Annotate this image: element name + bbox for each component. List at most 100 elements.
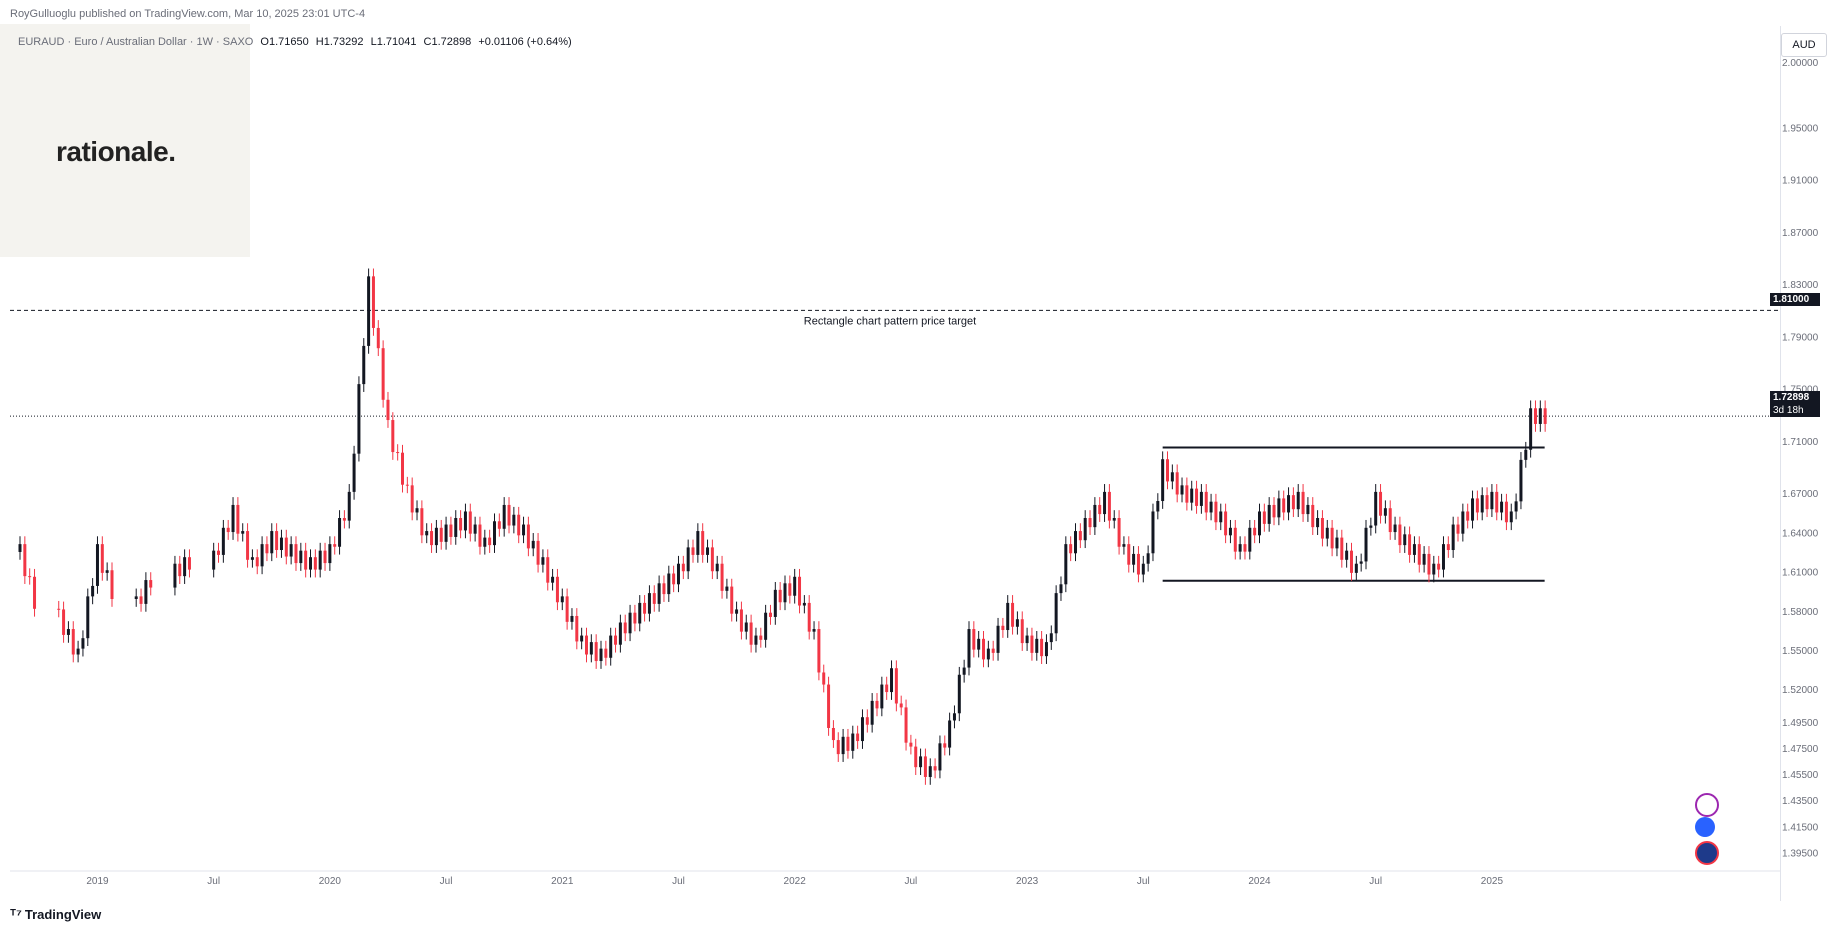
candle-body	[522, 524, 526, 536]
candle-body	[1025, 635, 1029, 644]
candle-body	[1238, 544, 1242, 552]
y-tick-label: 1.49500	[1782, 718, 1819, 729]
candle-body	[1064, 544, 1068, 585]
y-tick-label: 1.67000	[1782, 489, 1819, 500]
candle-body	[357, 384, 361, 454]
candle-body	[396, 452, 400, 454]
candle-body	[1533, 408, 1537, 424]
chart-frame[interactable]: 2.00000 1.95000 1.91000 1.87000 1.83000 1.790…	[10, 26, 1819, 901]
candle-body	[604, 648, 608, 658]
candle-body	[473, 524, 477, 534]
candle-body	[1456, 524, 1460, 534]
candle-body	[284, 537, 288, 557]
candle-body	[836, 740, 840, 755]
price-chart[interactable]: 2.00000 1.95000 1.91000 1.87000 1.83000 1.790…	[10, 26, 1835, 931]
candle-body	[1514, 501, 1518, 512]
candle-body	[1475, 498, 1479, 513]
candle-body	[1257, 511, 1261, 536]
legend-open: O1.71650	[260, 36, 309, 48]
candle-body	[1480, 495, 1484, 513]
candle-body	[304, 550, 308, 570]
candle-body	[546, 557, 550, 583]
candle-body	[706, 547, 710, 555]
candle-body	[1098, 504, 1102, 515]
candle-body	[923, 756, 927, 777]
candle-body	[1015, 619, 1019, 627]
annotation-text: Rectangle chart pattern price target	[804, 315, 976, 327]
candle-body	[1248, 527, 1252, 552]
candle-body	[110, 570, 114, 599]
candle-body	[1500, 501, 1504, 513]
candle-body	[468, 511, 472, 534]
candle-body	[943, 743, 947, 748]
candle-body	[1461, 511, 1465, 534]
candle-body	[1170, 472, 1174, 482]
tradingview-brand[interactable]: ᵀ⁷ TradingView	[10, 906, 101, 922]
candle-body	[793, 576, 797, 596]
y-tick-label: 1.71000	[1782, 437, 1819, 448]
candle-body	[764, 612, 768, 640]
candle-body	[270, 531, 274, 554]
candle-body	[425, 531, 429, 536]
candle-body	[662, 583, 666, 595]
candle-body	[323, 550, 327, 564]
candle-body	[1161, 459, 1165, 502]
candle-body	[928, 766, 932, 777]
candle-body	[255, 557, 259, 567]
candle-body	[710, 547, 714, 572]
candle-body	[1543, 408, 1547, 424]
candle-body	[250, 557, 254, 560]
candle-body	[1330, 527, 1334, 549]
x-tick-label: 2021	[551, 876, 574, 887]
candle-body	[870, 700, 874, 725]
candle-body	[105, 570, 109, 573]
candle-body	[783, 583, 787, 603]
candle-body	[221, 527, 225, 555]
x-tick-label: 2023	[1016, 876, 1039, 887]
candle-body	[1199, 491, 1203, 506]
published-info: RoyGulluoglu published on TradingView.co…	[10, 8, 366, 20]
candle-body	[502, 504, 506, 529]
candle-body	[1408, 534, 1412, 555]
candle-body	[1078, 531, 1082, 541]
candle-body	[1112, 518, 1116, 521]
candle-body	[1059, 584, 1063, 594]
candle-body	[580, 635, 584, 642]
candle-body	[952, 713, 956, 721]
candle-body	[260, 544, 264, 567]
candle-body	[875, 700, 879, 709]
y-tick-label: 1.61000	[1782, 568, 1819, 579]
candle-body	[536, 540, 540, 565]
x-tick-label: 2022	[784, 876, 807, 887]
candle-body	[1175, 472, 1179, 495]
candle-body	[565, 596, 569, 622]
candle-body	[1214, 501, 1218, 523]
currency-button[interactable]: AUD	[1781, 33, 1827, 57]
flag-icon[interactable]	[1695, 841, 1719, 865]
rationale-logo: rationale.	[56, 136, 176, 167]
candle-body	[1379, 491, 1383, 516]
x-tick-label: 2025	[1481, 876, 1504, 887]
candle-body	[318, 550, 322, 570]
candle-body	[459, 518, 463, 531]
candle-body	[594, 642, 598, 662]
candle-body	[1306, 504, 1310, 515]
candle-body	[371, 276, 375, 328]
candle-body	[933, 766, 937, 771]
candle-body	[899, 703, 903, 708]
candle-body	[183, 557, 187, 577]
globe-icon[interactable]	[1695, 817, 1715, 837]
candle-body	[488, 537, 492, 546]
candle-body	[938, 743, 942, 771]
y-tick-label: 1.55000	[1782, 646, 1819, 657]
candle-body	[338, 518, 342, 547]
candle-body	[144, 580, 148, 604]
x-tick-label: 2024	[1248, 876, 1271, 887]
candle-body	[1504, 501, 1508, 523]
candle-body	[890, 668, 894, 693]
candle-body	[715, 563, 719, 572]
lightning-icon[interactable]	[1695, 793, 1719, 817]
candle-body	[1054, 593, 1058, 634]
candle-body	[555, 576, 559, 603]
candle-body	[1243, 544, 1247, 552]
